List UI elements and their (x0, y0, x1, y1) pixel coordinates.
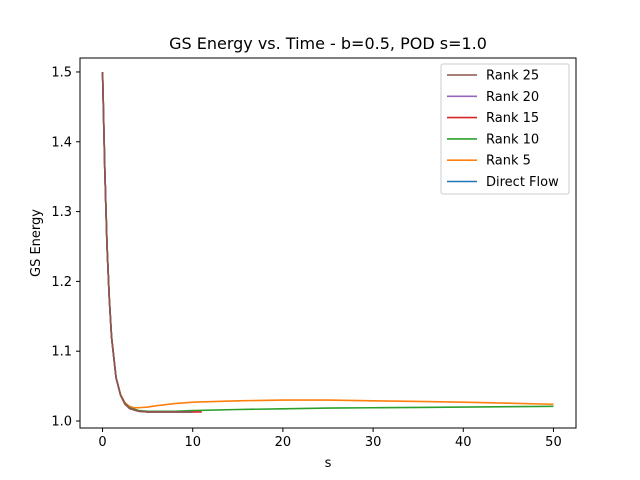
chart-title: GS Energy vs. Time - b=0.5, POD s=1.0 (169, 34, 487, 53)
plot-area (79, 57, 577, 429)
legend-label: Rank 25 (486, 69, 539, 84)
x-tick-label: 40 (455, 435, 472, 450)
y-tick-label: 1.2 (51, 275, 72, 290)
x-tick-label: 30 (365, 435, 382, 450)
y-tick-label: 1.3 (51, 205, 72, 220)
x-axis-title: s (325, 456, 332, 471)
x-axis: 0 10 20 30 40 50 (98, 428, 562, 450)
legend-label: Rank 15 (486, 111, 539, 126)
legend-label: Rank 10 (486, 132, 539, 147)
y-tick-label: 1.5 (51, 65, 72, 80)
series-layer (101, 71, 554, 413)
y-tick-label: 1.1 (51, 345, 72, 360)
x-tick-label: 0 (98, 435, 106, 450)
y-axis: 1.0 1.1 1.2 1.3 1.4 1.5 (51, 65, 80, 430)
plot-frame (79, 57, 577, 429)
legend: Rank 25 Rank 20 Rank 15 Rank 10 Rank 5 Direct… (440, 63, 570, 195)
legend-label: Direct Flow (486, 175, 559, 190)
legend-label: Rank 20 (486, 90, 539, 105)
series-line-rank-25 (101, 71, 193, 413)
x-tick-label: 10 (184, 435, 201, 450)
x-tick-label: 20 (275, 435, 292, 450)
legend-label: Rank 5 (486, 154, 531, 169)
y-tick-label: 1.0 (51, 415, 72, 430)
x-tick-label: 50 (545, 435, 562, 450)
y-axis-title: GS Energy (29, 209, 44, 277)
y-tick-label: 1.4 (51, 135, 72, 150)
